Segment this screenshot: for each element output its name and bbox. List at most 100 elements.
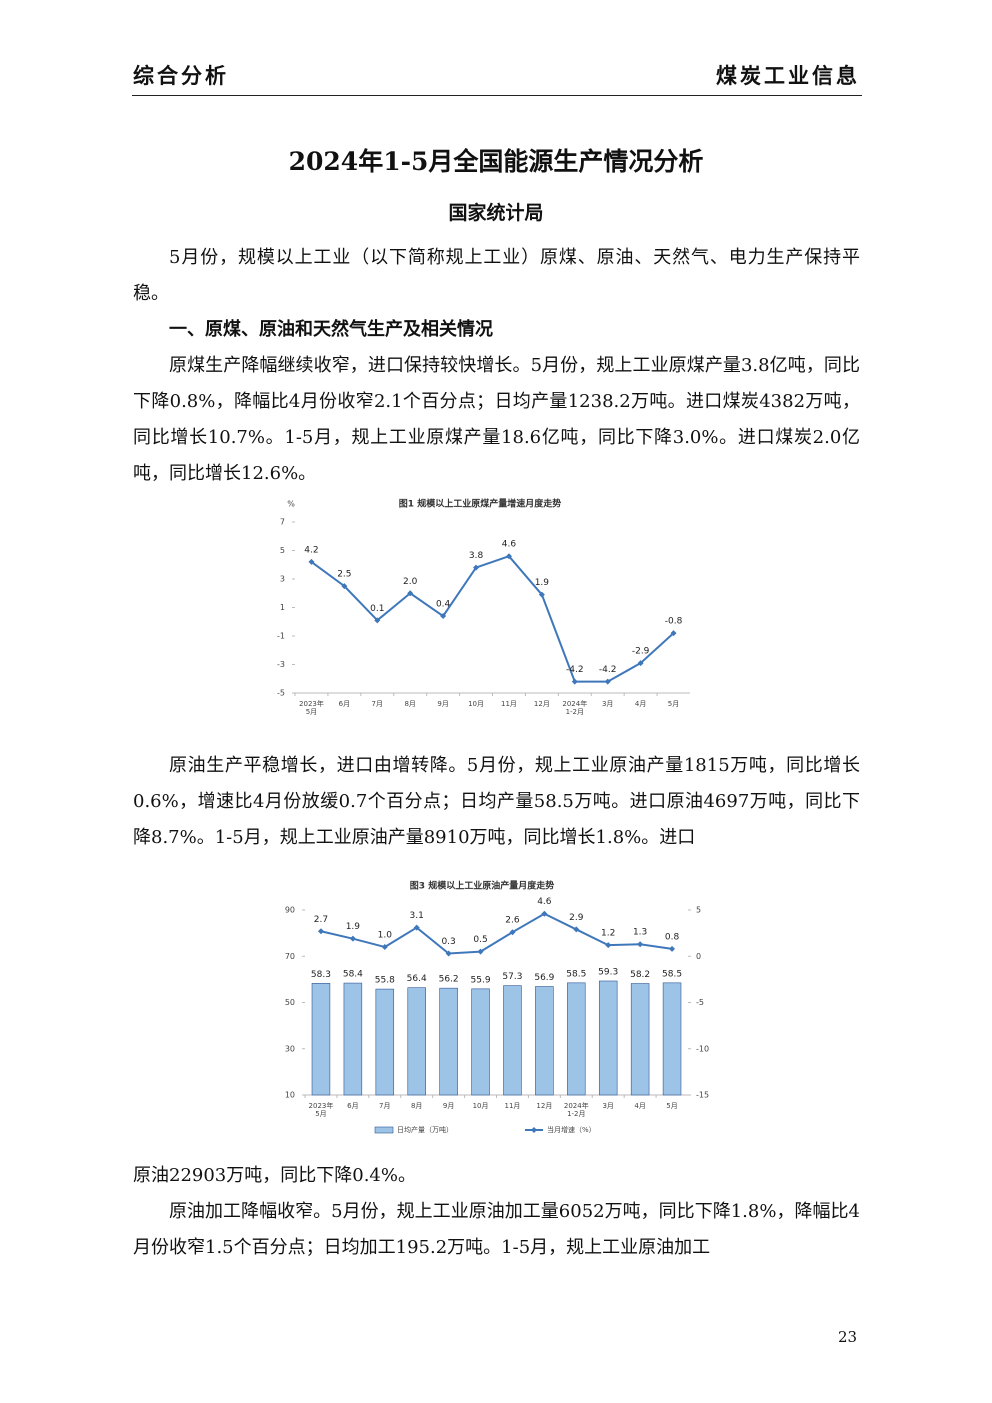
value-label: 58.5 xyxy=(662,969,682,979)
value-label: 55.8 xyxy=(375,976,395,986)
doc-author: 国家统计局 xyxy=(448,202,544,224)
value-label: 1.0 xyxy=(378,931,393,941)
marker xyxy=(381,944,388,950)
page-number: 23 xyxy=(838,1328,858,1346)
x-tick-label: 9月 xyxy=(443,1102,454,1110)
value-label: -4.2 xyxy=(599,665,617,675)
y-axis-label: % xyxy=(287,500,295,509)
line xyxy=(320,912,673,955)
value-label: -4.2 xyxy=(566,665,584,675)
x-tick-label: 2023年 5月 xyxy=(309,1101,334,1118)
marker xyxy=(440,613,447,620)
value-label: 0.3 xyxy=(441,937,455,947)
chart: 图1 规模以上工业原煤产量增速月度走势% -5 -3 -1 1 3 5 7 2023年 5月 6月 7… xyxy=(277,498,690,716)
y2-tick-label: -5 xyxy=(696,998,704,1007)
marker xyxy=(670,630,677,637)
x-tick-label: 6月 xyxy=(347,1102,358,1110)
x-tick-label: 10月 xyxy=(473,1102,489,1110)
doc-title: 2024年1-5月全国能源生产情况分析 xyxy=(288,147,704,176)
value-label: 2.5 xyxy=(337,570,351,580)
marker xyxy=(571,678,578,685)
value-label: 2.7 xyxy=(314,915,328,925)
marker xyxy=(505,553,512,560)
marker xyxy=(637,660,644,667)
bar xyxy=(535,986,554,1096)
x-tick-label: 3月 xyxy=(602,700,613,708)
marker xyxy=(669,945,676,952)
value-label: 1.3 xyxy=(633,928,647,938)
x-tick-label: 11月 xyxy=(504,1102,520,1110)
bar xyxy=(662,982,682,1096)
value-label: 4.6 xyxy=(537,897,552,907)
bar xyxy=(311,983,331,1096)
y-tick-label: 10 xyxy=(285,1091,295,1100)
marker xyxy=(605,942,612,949)
header-rule xyxy=(132,95,862,96)
y2-tick-label: -10 xyxy=(696,1044,709,1053)
marker xyxy=(317,928,324,935)
legend-label: 日均产量（万吨） xyxy=(397,1125,453,1134)
y-tick-label: 30 xyxy=(285,1044,295,1053)
value-label: 2.0 xyxy=(403,577,418,587)
marker xyxy=(413,924,420,931)
y2-tick-label: -15 xyxy=(696,1091,709,1100)
value-label: -0.8 xyxy=(665,617,683,627)
bar xyxy=(375,988,395,1096)
bar xyxy=(598,980,618,1096)
bar xyxy=(439,987,458,1096)
bar xyxy=(503,985,522,1096)
marker xyxy=(341,583,348,590)
section-heading: 一、原煤、原油和天然气生产及相关情况 xyxy=(169,319,493,340)
x-tick-label: 2024年 1-2月 xyxy=(562,699,587,716)
y2-tick-label: 5 xyxy=(696,906,701,915)
value-label: 58.4 xyxy=(343,970,363,980)
x-tick-label: 7月 xyxy=(372,700,383,708)
value-label: 56.2 xyxy=(439,975,459,985)
header-right: 煤炭工业信息 xyxy=(716,63,860,88)
marker xyxy=(473,564,480,571)
x-tick-label: 7月 xyxy=(379,1102,390,1110)
x-tick-label: 11月 xyxy=(501,700,517,708)
marker xyxy=(308,558,315,565)
x-tick-label: 6月 xyxy=(339,700,350,708)
text-block: 原油22903万吨，同比下降0.4%。 原油加工降幅收窄。5月份，规上工业原油加… xyxy=(133,1158,860,1266)
x-tick-label: 12月 xyxy=(534,700,550,708)
line xyxy=(310,555,675,683)
x-tick-label: 2024年 1-2月 xyxy=(564,1101,589,1118)
marker xyxy=(541,910,548,917)
y-tick-label: 50 xyxy=(285,998,295,1007)
value-label: 1.9 xyxy=(346,922,361,932)
y-tick-label: 70 xyxy=(285,952,295,961)
value-label: 0.8 xyxy=(665,932,680,942)
y-tick-label: 3 xyxy=(280,575,285,584)
text-block: 5月份，规模以上工业（以下简称规上工业）原煤、原油、天然气、电力生产保持平稳。 … xyxy=(133,240,860,492)
value-label: 3.8 xyxy=(469,551,484,561)
value-label: 55.9 xyxy=(471,975,491,985)
value-label: 0.4 xyxy=(436,600,451,610)
value-label: 59.3 xyxy=(598,967,618,977)
chart-title: 图3 规模以上工业原油产量月度走势 xyxy=(410,880,554,892)
marker xyxy=(538,591,545,598)
paragraph: 5月份，规模以上工业（以下简称规上工业）原煤、原油、天然气、电力生产保持平稳。 xyxy=(133,247,860,304)
x-tick-label: 9月 xyxy=(437,700,448,708)
y-tick-label: -5 xyxy=(277,689,285,698)
value-label: 58.3 xyxy=(311,970,331,980)
marker xyxy=(573,926,580,933)
value-label: 58.2 xyxy=(630,970,650,980)
value-label: 56.4 xyxy=(407,974,427,984)
x-tick-label: 5月 xyxy=(668,700,679,708)
value-label: 0.1 xyxy=(370,604,384,614)
bar xyxy=(471,988,490,1096)
header-left: 综合分析 xyxy=(133,63,229,88)
marker xyxy=(509,929,516,936)
legend-swatch xyxy=(374,1126,394,1134)
chart: 图3 规模以上工业原油产量月度走势 10 30 50 70 90 -15 -10 -5 0 5 202… xyxy=(285,880,709,1135)
value-label: 56.9 xyxy=(534,973,554,983)
value-label: 2.6 xyxy=(505,916,520,926)
paragraph: 原煤生产降幅继续收窄，进口保持较快增长。5月份，规上工业原煤产量3.8亿吨，同比… xyxy=(133,355,860,484)
y-tick-label: 90 xyxy=(285,906,295,915)
x-tick-label: 12月 xyxy=(536,1102,552,1110)
y-tick-label: 5 xyxy=(280,546,285,555)
bar xyxy=(630,983,650,1096)
paragraph: 原油22903万吨，同比下降0.4%。 xyxy=(133,1165,416,1186)
